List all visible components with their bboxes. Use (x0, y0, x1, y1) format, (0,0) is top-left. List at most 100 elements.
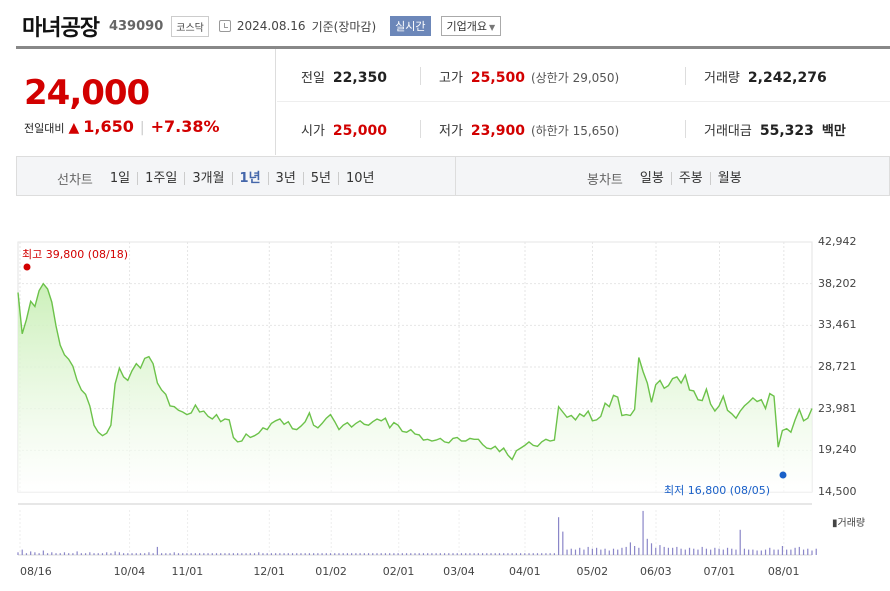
upper-limit: (상한가 29,050) (530, 71, 620, 85)
volume-legend-label: 거래량 (837, 518, 866, 529)
volume-bar (579, 547, 581, 555)
volume-bar (532, 553, 534, 555)
volume-bar (422, 553, 425, 555)
volume-bar (748, 549, 750, 555)
volume-bar (621, 547, 623, 555)
x-tick-label: 11/01 (171, 565, 204, 578)
high-stat: 고가 25,500 (상한가 29,050) (439, 67, 619, 86)
volume-bar (275, 553, 277, 555)
volume-bar (815, 548, 817, 555)
volume-bar (735, 549, 737, 555)
candle-chart-tabs: 봉차트 일봉 주봉 월봉 (587, 169, 749, 188)
volume-bar (638, 547, 640, 555)
volume-bar (477, 553, 479, 555)
volume-bar (25, 553, 28, 555)
volume-bar (469, 553, 471, 555)
volume-bar (363, 553, 365, 555)
volume-bar (135, 553, 137, 555)
volume-bar (144, 553, 146, 555)
tab-weekly[interactable]: 주봉 (670, 172, 710, 185)
stock-code: 439090 (108, 18, 164, 34)
volume-bar (697, 549, 699, 555)
volume-bar (659, 545, 661, 555)
volume-bar (59, 553, 61, 555)
volume-stat: 거래량 2,242,276 (704, 67, 827, 86)
company-overview-dropdown[interactable]: 기업개요 ▼ (440, 16, 502, 36)
volume-bar (494, 553, 496, 555)
tab-10y[interactable]: 10년 (338, 172, 382, 185)
volume-bar (553, 553, 555, 555)
volume-bar (228, 553, 230, 555)
y-tick-label: 28,721 (818, 360, 857, 373)
price-chart[interactable]: ▮거래량 42,942 38,202 33,461 28,721 23,981 19,24… (0, 196, 890, 591)
volume-bar (541, 553, 543, 555)
volume-bar (186, 553, 188, 555)
tab-3m[interactable]: 3개월 (184, 172, 231, 185)
volume-bar (498, 553, 501, 555)
tab-monthly[interactable]: 월봉 (709, 172, 749, 185)
tab-1y[interactable]: 1년 (231, 172, 268, 185)
volume-bar (296, 553, 298, 555)
tab-1d[interactable]: 1일 (109, 171, 131, 186)
volume-bar (515, 553, 517, 555)
volume-bar (465, 553, 467, 555)
volume-bar (258, 552, 260, 555)
volume-bar (731, 548, 733, 555)
volume-bar (688, 547, 691, 555)
volume-bar (127, 553, 129, 555)
volume-bar (169, 553, 171, 555)
quote-date: 2024.08.16 (236, 19, 306, 33)
line-chart-label: 선차트 (57, 173, 93, 188)
tab-1w[interactable]: 1주일 (137, 172, 184, 185)
volume-bar (97, 553, 99, 555)
volume-bar (760, 550, 762, 555)
divider (420, 67, 421, 85)
volume-bar (401, 553, 403, 555)
volume-bar (389, 553, 391, 555)
volume-bar (346, 553, 349, 555)
volume-bar (177, 553, 180, 555)
volume-bar (372, 553, 374, 555)
volume-bar (283, 553, 285, 555)
volume-bar (427, 553, 429, 555)
volume-bar (89, 552, 91, 555)
prev-close-value: 22,350 (332, 70, 387, 86)
up-arrow-icon: ▲ (68, 120, 80, 136)
x-tick-label: 01/02 (315, 565, 347, 578)
volume-bar (118, 552, 120, 555)
volume-bar (443, 553, 446, 555)
tab-3y[interactable]: 3년 (267, 172, 303, 185)
volume-bar (503, 553, 505, 555)
tab-5y[interactable]: 5년 (302, 172, 338, 185)
volume-bar (591, 548, 593, 555)
prev-close-stat: 전일 22,350 (301, 67, 387, 86)
volume-bar (596, 547, 598, 555)
x-tick-label: 07/01 (703, 565, 736, 578)
volume-bar (224, 553, 226, 555)
volume-bar (266, 553, 268, 555)
volume-bar (802, 549, 805, 555)
volume-bar (634, 546, 636, 555)
change-label: 전일대비 (24, 122, 65, 135)
volume-bar (655, 547, 657, 555)
volume-bar (203, 553, 205, 555)
amount-stat: 거래대금 55,323 백만 (704, 120, 846, 139)
tab-daily[interactable]: 일봉 (639, 171, 664, 186)
change-separator: | (139, 120, 145, 136)
volume-bar (405, 553, 408, 555)
volume-bar (570, 548, 572, 555)
volume-bar (807, 548, 809, 555)
price-chart-svg (17, 241, 817, 556)
amount-value: 55,323 (759, 123, 814, 139)
volume-bar (435, 553, 437, 555)
volume-bar (17, 552, 19, 555)
volume-bar (693, 548, 695, 555)
volume-bar (84, 553, 87, 555)
y-tick-label: 33,461 (818, 318, 857, 332)
price-line (17, 282, 813, 461)
volume-bar (600, 549, 602, 555)
volume-bar (262, 553, 264, 555)
volume-value: 2,242,276 (747, 70, 827, 86)
volume-bar (536, 553, 539, 555)
realtime-button[interactable]: 실시간 (390, 16, 431, 36)
